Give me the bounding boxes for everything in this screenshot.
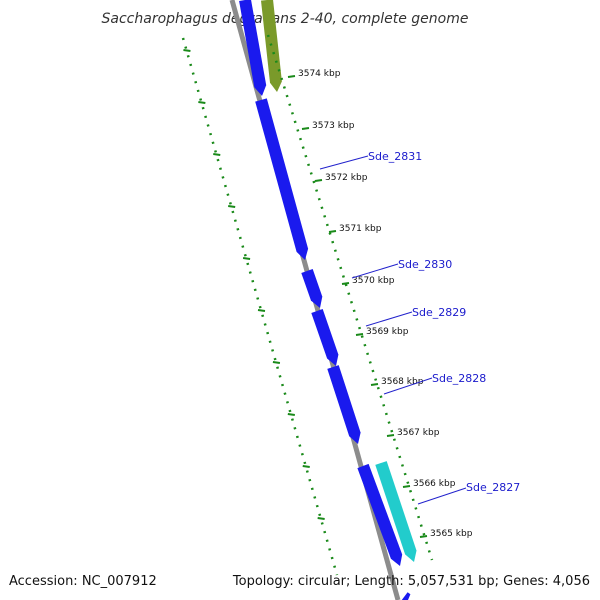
tick-label: 3565 kbp <box>430 529 473 539</box>
major-tick <box>341 282 350 285</box>
tick-label: 3569 kbp <box>366 327 409 337</box>
gene-arrow <box>357 463 403 566</box>
inner-major-tick <box>228 205 236 208</box>
major-tick <box>314 179 323 182</box>
callout-line <box>383 377 433 395</box>
major-tick <box>419 535 428 538</box>
gene-arrow <box>301 269 323 308</box>
gene-arrow <box>401 592 411 600</box>
gene-label: Sde_2828 <box>432 372 486 385</box>
accession-label: Accession: NC_007912 <box>9 574 157 589</box>
callout-line <box>365 311 413 327</box>
inner-major-ticks <box>183 49 325 520</box>
inner-major-tick <box>302 465 310 468</box>
gene-label: Sde_2827 <box>466 481 520 494</box>
tick-label: 3574 kbp <box>298 69 341 79</box>
outer-tick-ring <box>266 34 434 561</box>
gene-arrow <box>261 0 282 92</box>
inner-major-tick <box>272 361 281 364</box>
major-tick <box>386 434 395 437</box>
gene-arrow <box>327 365 361 444</box>
gene-arrow <box>255 98 309 261</box>
inner-major-tick <box>198 101 206 104</box>
gene-arrow <box>239 0 267 96</box>
tick-label: 3571 kbp <box>339 224 382 234</box>
gene-label: Sde_2831 <box>368 150 422 163</box>
gene-label: Sde_2829 <box>412 306 466 319</box>
major-tick <box>370 383 379 386</box>
major-tick <box>287 75 296 78</box>
map-title: Saccharophagus degradans 2-40, complete … <box>102 11 469 27</box>
callout-line <box>417 487 467 505</box>
gene-arrow <box>375 461 417 562</box>
tick-label: 3567 kbp <box>397 428 440 438</box>
major-tick <box>402 485 411 488</box>
tick-label: 3573 kbp <box>312 121 355 131</box>
callout-line <box>319 155 369 170</box>
inner-tick-ring <box>181 37 339 576</box>
major-tick <box>355 333 364 336</box>
tick-labels: 3574 kbp 3573 kbp 3572 kbp 3571 kbp 3570 kbp… <box>287 69 473 539</box>
callout-line <box>351 263 399 279</box>
tick-label: 3570 kbp <box>352 276 395 286</box>
gene-callouts: Sde_2831 Sde_2830 Sde_2829 Sde_2828 Sde_2827 <box>319 150 520 505</box>
inner-major-tick <box>183 49 191 52</box>
genome-summary-label: Topology: circular; Length: 5,057,531 bp… <box>232 574 590 589</box>
inner-major-tick <box>287 413 295 416</box>
tick-label: 3572 kbp <box>325 173 368 183</box>
gene-track <box>239 0 417 600</box>
inner-major-tick <box>213 153 221 156</box>
tick-label: 3566 kbp <box>413 479 456 489</box>
tick-label: 3568 kbp <box>381 377 424 387</box>
inner-major-tick <box>317 517 325 520</box>
major-tick <box>301 127 310 130</box>
inner-major-tick <box>257 309 266 312</box>
gene-arrow <box>311 309 339 366</box>
inner-major-tick <box>242 257 251 260</box>
major-tick <box>328 230 337 233</box>
gene-label: Sde_2830 <box>398 258 452 271</box>
